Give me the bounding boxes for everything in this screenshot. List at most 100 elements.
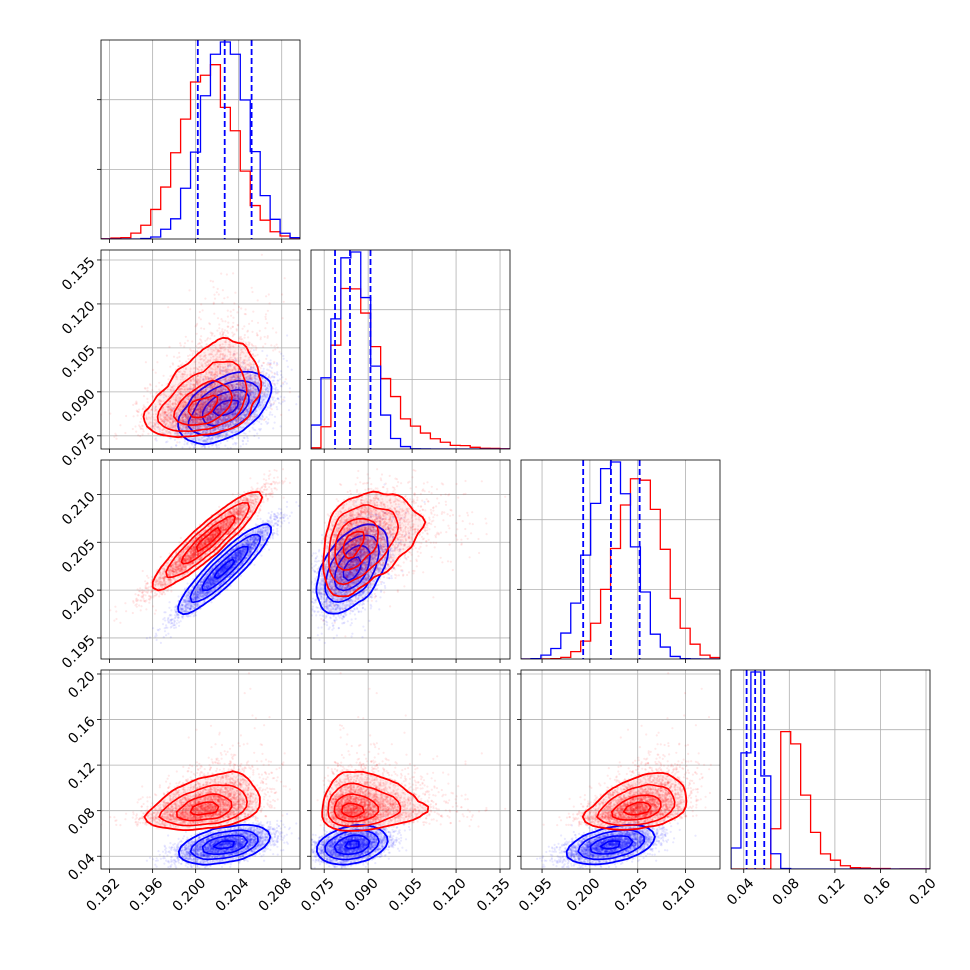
sample-point bbox=[259, 406, 262, 410]
sample-point bbox=[198, 427, 201, 430]
sample-point bbox=[183, 345, 186, 348]
sample-point bbox=[236, 395, 239, 398]
sample-point bbox=[231, 386, 234, 389]
sample-point bbox=[248, 322, 251, 325]
scatter-panel-1-0 bbox=[101, 250, 303, 451]
sample-point bbox=[213, 312, 216, 315]
sample-point bbox=[206, 406, 209, 409]
sample-point bbox=[199, 408, 202, 411]
sample-point bbox=[213, 401, 216, 404]
sample-point bbox=[241, 395, 245, 398]
sample-point bbox=[253, 396, 256, 399]
sample-point bbox=[246, 412, 249, 415]
sample-point bbox=[181, 446, 184, 449]
sample-point bbox=[211, 422, 214, 425]
sample-point bbox=[165, 449, 167, 451]
sample-point bbox=[226, 439, 229, 443]
sample-point bbox=[244, 402, 247, 405]
sample-point bbox=[295, 403, 298, 406]
sample-point bbox=[228, 414, 231, 417]
sample-point bbox=[185, 360, 188, 363]
sample-point bbox=[257, 360, 260, 364]
sample-point bbox=[222, 378, 225, 381]
sample-point bbox=[213, 334, 216, 338]
sample-point bbox=[119, 424, 122, 427]
sample-point bbox=[221, 371, 224, 374]
sample-point bbox=[268, 302, 271, 305]
sample-point bbox=[241, 386, 244, 389]
sample-point bbox=[243, 384, 246, 387]
sample-point bbox=[172, 363, 175, 366]
histogram-series-0 bbox=[101, 64, 300, 239]
sample-point bbox=[253, 434, 256, 437]
sample-point bbox=[274, 392, 277, 395]
sample-point bbox=[226, 370, 229, 373]
sample-point bbox=[280, 385, 283, 388]
sample-point bbox=[178, 355, 181, 358]
sample-point bbox=[301, 325, 303, 327]
sample-point bbox=[156, 361, 159, 364]
sample-point bbox=[252, 392, 255, 395]
sample-point bbox=[262, 370, 265, 373]
sample-point bbox=[221, 419, 225, 422]
sample-point bbox=[232, 383, 235, 386]
sample-point bbox=[209, 331, 212, 334]
sample-point bbox=[233, 302, 236, 305]
sample-point bbox=[240, 392, 243, 395]
sample-point bbox=[241, 397, 244, 400]
sample-point bbox=[216, 317, 220, 320]
sample-point bbox=[209, 404, 212, 408]
sample-point bbox=[267, 293, 270, 296]
sample-point bbox=[231, 413, 234, 416]
sample-point bbox=[209, 417, 212, 420]
histogram-series-0 bbox=[521, 478, 720, 659]
sample-point bbox=[217, 443, 220, 447]
sample-point bbox=[252, 349, 255, 352]
sample-point bbox=[204, 400, 208, 403]
sample-point bbox=[219, 434, 222, 438]
sample-point bbox=[266, 393, 269, 396]
sample-point bbox=[234, 394, 237, 398]
sample-point bbox=[258, 420, 261, 423]
sample-point bbox=[235, 420, 238, 423]
sample-point bbox=[242, 411, 245, 415]
sample-point bbox=[223, 394, 226, 397]
sample-point bbox=[271, 403, 274, 406]
sample-point bbox=[211, 412, 214, 415]
sample-point bbox=[216, 418, 219, 421]
sample-point bbox=[196, 437, 199, 440]
sample-point bbox=[168, 345, 171, 348]
sample-point bbox=[222, 387, 225, 391]
sample-point bbox=[190, 419, 194, 422]
sample-point bbox=[186, 339, 189, 342]
sample-point bbox=[182, 405, 185, 408]
sample-point bbox=[259, 403, 262, 406]
sample-point bbox=[242, 443, 245, 446]
sample-point bbox=[238, 397, 241, 400]
sample-point bbox=[225, 273, 228, 276]
sample-point bbox=[242, 386, 245, 389]
sample-point bbox=[249, 402, 252, 405]
sample-point bbox=[190, 438, 193, 441]
sample-point bbox=[223, 396, 226, 399]
sample-point bbox=[170, 446, 173, 449]
sample-point bbox=[240, 397, 243, 400]
sample-point bbox=[208, 398, 211, 401]
sample-point bbox=[259, 429, 262, 432]
sample-point bbox=[210, 417, 214, 420]
sample-point bbox=[241, 384, 244, 387]
sample-point bbox=[242, 440, 245, 443]
sample-point bbox=[233, 395, 236, 398]
sample-point bbox=[198, 413, 201, 416]
sample-point bbox=[238, 418, 241, 421]
sample-point bbox=[277, 379, 280, 382]
sample-point bbox=[165, 441, 168, 444]
sample-point bbox=[280, 352, 283, 355]
sample-point bbox=[140, 414, 143, 417]
sample-point bbox=[202, 401, 205, 404]
sample-point bbox=[227, 410, 230, 413]
sample-point bbox=[283, 396, 286, 399]
sample-point bbox=[251, 426, 254, 429]
sample-point bbox=[270, 371, 274, 374]
sample-point bbox=[193, 436, 196, 439]
